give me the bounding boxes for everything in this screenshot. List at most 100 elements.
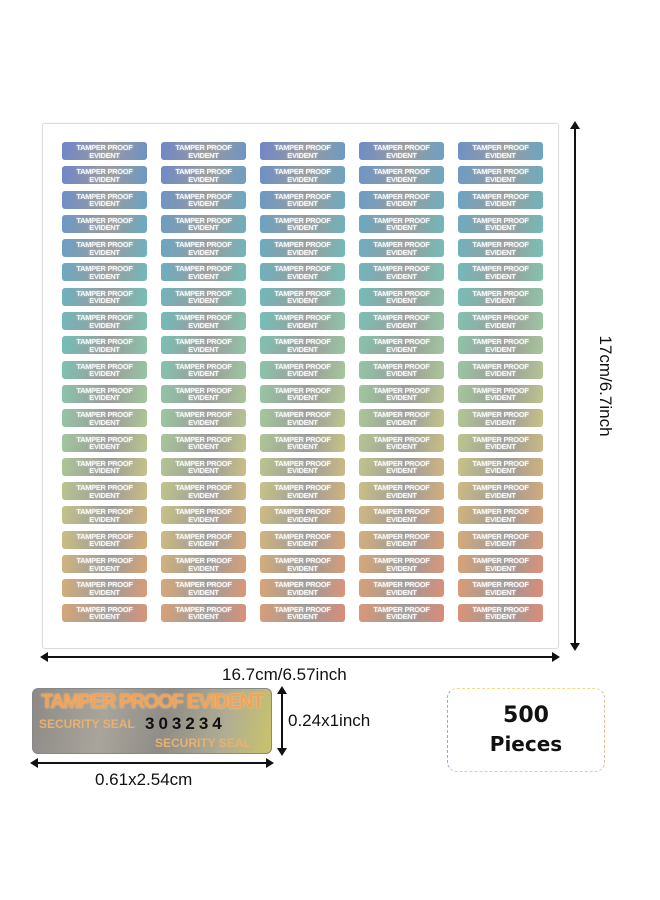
sticker-label: TAMPER PROOF EVIDENT303258 <box>260 336 345 355</box>
sticker-label: TAMPER PROOF EVIDENT303206 <box>62 579 147 598</box>
sticker-label-text: TAMPER PROOF EVIDENT <box>373 556 430 573</box>
sticker-label-text: TAMPER PROOF EVIDENT <box>472 191 529 209</box>
sticker-label-text: TAMPER PROOF EVIDENT <box>175 531 232 549</box>
sticker-label-text: TAMPER PROOF EVIDENT <box>76 604 133 622</box>
sticker-label-text: TAMPER PROOF EVIDENT <box>373 240 430 257</box>
sticker-label-text: TAMPER PROOF EVIDENT <box>373 313 430 330</box>
sticker-label: TAMPER PROOF EVIDENT303239 <box>359 433 444 452</box>
sticker-label-text: TAMPER PROOF EVIDENT <box>76 361 133 379</box>
sticker-label-text: TAMPER PROOF EVIDENT <box>175 215 232 233</box>
sticker-label: TAMPER PROOF EVIDENT303241 <box>62 409 147 428</box>
sticker-label: TAMPER PROOF EVIDENT303218 <box>260 530 345 549</box>
sticker-label-text: TAMPER PROOF EVIDENT <box>76 458 133 476</box>
sample-label: TAMPER PROOF EVIDENT SECURITY SEAL 30323… <box>32 688 272 754</box>
sticker-label-text: TAMPER PROOF EVIDENT <box>76 531 133 549</box>
sticker-label: TAMPER PROOF EVIDENT303224 <box>359 506 444 525</box>
sticker-label-text: TAMPER PROOF EVIDENT <box>274 143 331 160</box>
sticker-label: TAMPER PROOF EVIDENT303254 <box>359 360 444 379</box>
sticker-label-text: TAMPER PROOF EVIDENT <box>373 215 430 233</box>
quantity-badge: 500 Pieces <box>447 688 605 772</box>
sticker-label-text: TAMPER PROOF EVIDENT <box>472 483 529 500</box>
sticker-label: TAMPER PROOF EVIDENT303207 <box>161 579 246 598</box>
sticker-label-text: TAMPER PROOF EVIDENT <box>274 191 331 209</box>
sticker-label: TAMPER PROOF EVIDENT303275 <box>458 263 543 282</box>
sticker-label: TAMPER PROOF EVIDENT303220 <box>458 530 543 549</box>
sticker-label-text: TAMPER PROOF EVIDENT <box>175 313 232 330</box>
sticker-label-text: TAMPER PROOF EVIDENT <box>76 264 133 281</box>
sticker-label: TAMPER PROOF EVIDENT303273 <box>260 263 345 282</box>
watermark-text: SECURITY SEAL <box>39 717 135 731</box>
sticker-label-text: TAMPER PROOF EVIDENT <box>274 580 331 597</box>
sticker-label: TAMPER PROOF EVIDENT303249 <box>359 384 444 403</box>
sticker-label-text: TAMPER PROOF EVIDENT <box>175 167 232 184</box>
sticker-label-text: TAMPER PROOF EVIDENT <box>76 337 133 354</box>
sticker-label: TAMPER PROOF EVIDENT303251 <box>62 360 147 379</box>
watermark-text: SECURITY SEAL <box>155 736 251 750</box>
sticker-label: TAMPER PROOF EVIDENT303256 <box>62 336 147 355</box>
sticker-label: TAMPER PROOF EVIDENT303292 <box>161 166 246 185</box>
sticker-label-text: TAMPER PROOF EVIDENT <box>373 143 430 160</box>
sticker-label: TAMPER PROOF EVIDENT303201 <box>62 603 147 622</box>
sticker-label-text: TAMPER PROOF EVIDENT <box>373 434 430 452</box>
sticker-label: TAMPER PROOF EVIDENT303212 <box>161 555 246 574</box>
sticker-label: TAMPER PROOF EVIDENT303235 <box>458 457 543 476</box>
sticker-grid: TAMPER PROOF EVIDENT303296 TAMPER PROOF E… <box>62 142 543 622</box>
sticker-label: TAMPER PROOF EVIDENT303221 <box>62 506 147 525</box>
sticker-label: TAMPER PROOF EVIDENT303236 <box>62 433 147 452</box>
sticker-label: TAMPER PROOF EVIDENT303276 <box>62 239 147 258</box>
sticker-label: TAMPER PROOF EVIDENT303260 <box>458 336 543 355</box>
sticker-label: TAMPER PROOF EVIDENT303283 <box>260 214 345 233</box>
sticker-label: TAMPER PROOF EVIDENT303216 <box>62 530 147 549</box>
sticker-label-text: TAMPER PROOF EVIDENT <box>472 288 529 306</box>
sticker-label: TAMPER PROOF EVIDENT303268 <box>260 287 345 306</box>
sticker-label-text: TAMPER PROOF EVIDENT <box>373 361 430 379</box>
sticker-label-text: TAMPER PROOF EVIDENT <box>76 434 133 452</box>
sticker-label-text: TAMPER PROOF EVIDENT <box>472 531 529 549</box>
width-arrow <box>40 652 560 662</box>
sticker-label-text: TAMPER PROOF EVIDENT <box>373 604 430 622</box>
sticker-label-text: TAMPER PROOF EVIDENT <box>472 361 529 379</box>
sticker-label-text: TAMPER PROOF EVIDENT <box>472 385 529 403</box>
sticker-label-text: TAMPER PROOF EVIDENT <box>76 167 133 184</box>
sticker-label-text: TAMPER PROOF EVIDENT <box>274 361 331 379</box>
sticker-label: TAMPER PROOF EVIDENT303286 <box>62 190 147 209</box>
sticker-label: TAMPER PROOF EVIDENT303262 <box>161 312 246 331</box>
sticker-label: TAMPER PROOF EVIDENT303267 <box>161 287 246 306</box>
sticker-label: TAMPER PROOF EVIDENT303247 <box>161 384 246 403</box>
sticker-label: TAMPER PROOF EVIDENT303255 <box>458 360 543 379</box>
sticker-label-text: TAMPER PROOF EVIDENT <box>175 434 232 452</box>
sticker-label: TAMPER PROOF EVIDENT303297 <box>161 142 246 160</box>
sticker-label: TAMPER PROOF EVIDENT303250 <box>458 384 543 403</box>
sticker-label-text: TAMPER PROOF EVIDENT <box>274 507 331 524</box>
sticker-label: TAMPER PROOF EVIDENT303227 <box>161 482 246 501</box>
sticker-label-text: TAMPER PROOF EVIDENT <box>175 410 232 427</box>
sticker-label: TAMPER PROOF EVIDENT303284 <box>359 214 444 233</box>
sample-label-number: 303234 <box>145 714 226 733</box>
sticker-label: TAMPER PROOF EVIDENT303261 <box>62 312 147 331</box>
label-height-text: 0.24x1inch <box>288 711 371 730</box>
sticker-label-text: TAMPER PROOF EVIDENT <box>274 264 331 281</box>
sticker-label: TAMPER PROOF EVIDENT303238 <box>260 433 345 452</box>
sticker-label: TAMPER PROOF EVIDENT303280 <box>458 239 543 258</box>
sticker-label: TAMPER PROOF EVIDENT303232 <box>161 457 246 476</box>
sticker-label-text: TAMPER PROOF EVIDENT <box>175 288 232 306</box>
sticker-label-text: TAMPER PROOF EVIDENT <box>472 556 529 573</box>
sticker-label-text: TAMPER PROOF EVIDENT <box>373 385 430 403</box>
quantity-count: 500 <box>503 703 549 728</box>
sticker-label-text: TAMPER PROOF EVIDENT <box>472 410 529 427</box>
sticker-label: TAMPER PROOF EVIDENT303285 <box>458 214 543 233</box>
sticker-label-text: TAMPER PROOF EVIDENT <box>76 191 133 209</box>
sticker-label-text: TAMPER PROOF EVIDENT <box>472 507 529 524</box>
sticker-label-text: TAMPER PROOF EVIDENT <box>373 458 430 476</box>
sticker-label: TAMPER PROOF EVIDENT303231 <box>62 457 147 476</box>
sticker-label-text: TAMPER PROOF EVIDENT <box>76 556 133 573</box>
sticker-label: TAMPER PROOF EVIDENT303253 <box>260 360 345 379</box>
sticker-label-text: TAMPER PROOF EVIDENT <box>274 483 331 500</box>
sticker-label-text: TAMPER PROOF EVIDENT <box>274 167 331 184</box>
sticker-label-text: TAMPER PROOF EVIDENT <box>274 337 331 354</box>
sticker-label: TAMPER PROOF EVIDENT303214 <box>359 555 444 574</box>
sticker-label: TAMPER PROOF EVIDENT303233 <box>260 457 345 476</box>
sticker-label-text: TAMPER PROOF EVIDENT <box>274 410 331 427</box>
sticker-label-text: TAMPER PROOF EVIDENT <box>76 288 133 306</box>
sticker-label: TAMPER PROOF EVIDENT303215 <box>458 555 543 574</box>
